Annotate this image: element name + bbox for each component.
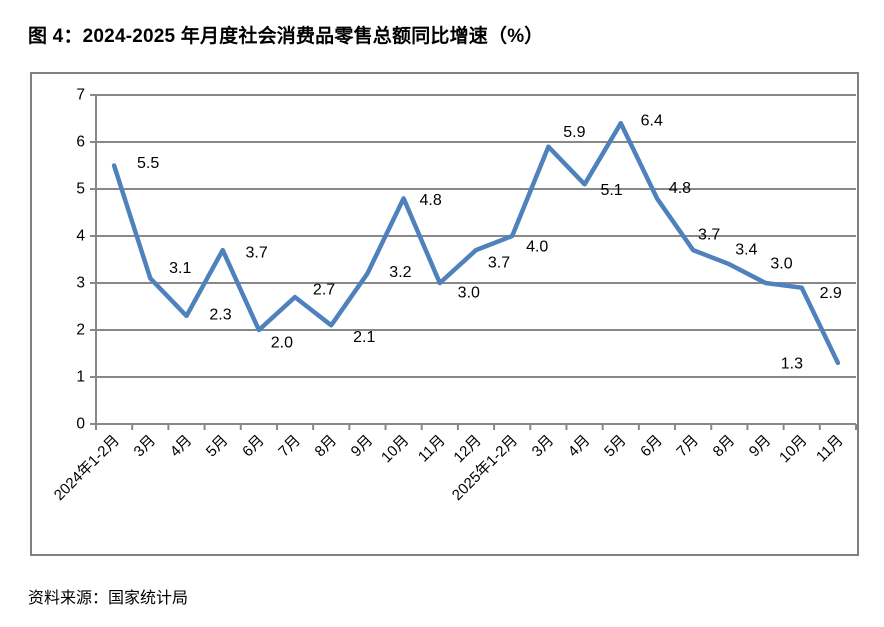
data-label: 2.3 [209,306,231,323]
x-axis-label: 5月 [203,432,232,461]
data-label: 2.7 [313,282,335,299]
x-axis-label: 4月 [565,432,594,461]
data-label: 2.0 [271,335,293,352]
data-label: 6.4 [641,113,663,130]
chart-frame: 0 1 2 3 4 5 6 7 2024年1-2月 3月 4月 5月 6月 7月 8月 9月 10月 11月 12月… [30,72,859,556]
y-axis-label: 3 [76,275,85,292]
x-axis-label: 8月 [710,432,739,461]
data-label: 5.9 [563,124,585,141]
x-axis-label: 6月 [637,432,666,461]
x-axis-label: 11月 [813,432,847,466]
y-axis-label: 4 [76,228,85,245]
data-label: 3.7 [698,227,720,244]
data-label: 3.7 [246,245,268,262]
data-label: 4.8 [669,180,691,197]
x-axis-label: 7月 [673,432,702,461]
source-note: 资料来源：国家统计局 [28,590,189,607]
series-line [111,120,841,366]
x-axis-label: 8月 [312,432,341,461]
data-label: 3.7 [488,255,510,272]
x-axis-label: 4月 [167,432,196,461]
y-axis-label: 5 [76,181,85,198]
data-label: 5.1 [600,182,622,199]
data-label: 1.3 [781,355,803,372]
x-axis-label: 3月 [131,432,160,461]
x-axis-label: 2024年1-2月 [51,432,123,504]
x-axis-label: 9月 [746,432,775,461]
x-axis-label: 9月 [348,432,377,461]
chart-title: 图 4：2024-2025 年月度社会消费品零售总额同比增速（%） [28,26,544,47]
x-axis-label: 10月 [776,432,810,466]
data-label: 3.0 [770,256,792,273]
x-axis-label: 5月 [601,432,630,461]
y-axis-label: 0 [76,416,85,433]
x-axis-label: 10月 [378,432,412,466]
y-axis-label: 7 [76,87,85,104]
data-label: 3.1 [169,260,191,277]
data-label: 4.0 [526,239,548,256]
x-axis-label: 3月 [529,432,558,461]
data-label: 3.4 [735,242,757,259]
data-label: 4.8 [419,192,441,209]
x-axis-label: 2025年1-2月 [449,432,521,504]
data-label: 3.0 [458,285,480,302]
x-axis-label: 11月 [415,432,449,466]
x-axis-label: 6月 [239,432,268,461]
data-label: 3.2 [389,264,411,281]
data-label: 2.9 [820,285,842,302]
y-axis-label: 6 [76,134,85,151]
data-label: 5.5 [137,155,159,172]
x-axis-label: 7月 [275,432,304,461]
data-label: 2.1 [353,329,375,346]
y-axis-label: 2 [76,322,85,339]
y-axis-label: 1 [76,369,85,386]
